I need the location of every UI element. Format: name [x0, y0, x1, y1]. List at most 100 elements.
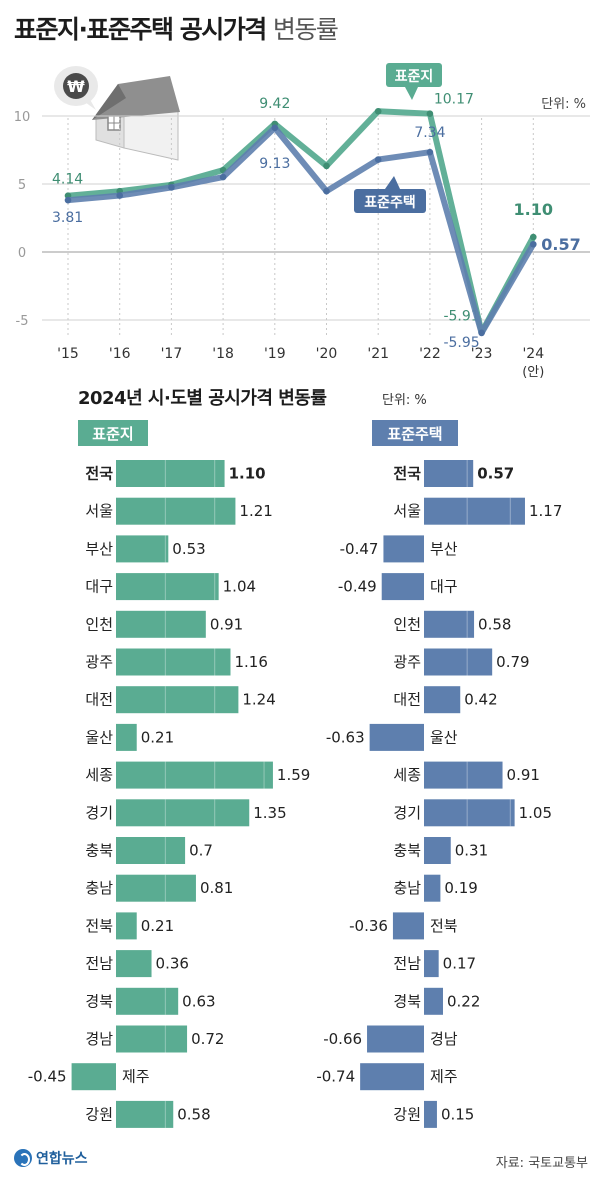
value-label: 0.21 — [141, 728, 174, 746]
bar-series-tag-bg — [78, 420, 148, 446]
category-label: 경북 — [393, 992, 421, 1010]
value-label: 0.91 — [210, 615, 243, 633]
bar-부산 — [383, 535, 424, 563]
won-bubble-tail — [82, 96, 96, 110]
category-label: 경북 — [85, 992, 113, 1010]
value-label: 0.15 — [441, 1105, 474, 1123]
category-label: 경남 — [85, 1030, 113, 1048]
data-point — [323, 162, 330, 170]
logo: 연합뉴스 — [14, 1148, 88, 1168]
data-label: 7.34 — [414, 125, 445, 141]
house-roof — [92, 76, 180, 120]
value-label: 0.7 — [189, 842, 213, 860]
x-tick-label: '17 — [161, 346, 183, 362]
value-label: 1.24 — [242, 691, 275, 709]
x-tick-label: '19 — [264, 346, 286, 362]
category-label: 울산 — [85, 728, 113, 746]
value-label: 0.72 — [191, 1030, 224, 1048]
value-label: 0.91 — [507, 766, 540, 784]
line-chart: ₩10 5 0 -5 단위: % '15 '16 '17 '18 '19 '20 '21 '22 '23 '… — [14, 63, 590, 380]
title-bold: 표준지·표준주택 공시가격 — [14, 15, 267, 44]
bar-경기 — [424, 799, 515, 827]
data-label: 3.81 — [52, 210, 83, 226]
bar-series-tag-bg — [372, 420, 458, 446]
bar-경북 — [424, 987, 443, 1015]
bar-전국 — [424, 460, 474, 487]
x-tick-label: '24 — [522, 346, 544, 362]
won-coin-icon — [63, 73, 89, 99]
bar-경남 — [367, 1025, 424, 1053]
category-label: 대구 — [85, 578, 113, 596]
data-label: -5.95 — [443, 335, 479, 351]
bar-광주 — [116, 648, 231, 676]
data-point — [374, 107, 382, 115]
bar-세종 — [424, 761, 503, 789]
data-point — [530, 240, 537, 248]
x-tick-label: '22 — [419, 346, 441, 362]
value-label: 0.31 — [455, 842, 488, 860]
value-label: 1.17 — [529, 502, 562, 520]
value-label: 0.36 — [156, 955, 189, 973]
bar-대구 — [381, 573, 424, 601]
data-point — [168, 184, 175, 191]
x-tick-label: '15 — [57, 346, 79, 362]
data-point — [426, 110, 434, 117]
y-tick-label: -5 — [16, 314, 29, 329]
bar-경북 — [116, 987, 179, 1015]
value-label: -0.47 — [340, 540, 379, 558]
bar-제주 — [71, 1063, 116, 1091]
bar-세종 — [116, 761, 273, 789]
category-label: 세종 — [393, 766, 421, 784]
legend-tag-bg — [386, 63, 442, 87]
value-label: -0.66 — [323, 1030, 362, 1048]
data-label: 9.42 — [259, 96, 290, 112]
value-label: 0.58 — [478, 615, 511, 633]
value-label: -0.49 — [338, 578, 377, 596]
bar-충북 — [116, 837, 186, 864]
bar-충남 — [116, 874, 196, 902]
bar-강원 — [424, 1100, 437, 1128]
y-tick-label: 10 — [14, 110, 31, 125]
category-label: 경기 — [85, 804, 113, 822]
data-label: 1.10 — [514, 200, 553, 219]
category-label: 서울 — [393, 502, 421, 520]
category-label: 경남 — [430, 1030, 458, 1048]
data-point — [116, 192, 123, 199]
data-point — [426, 148, 434, 156]
x-tick-label: '21 — [367, 346, 389, 362]
line-unit-label: 단위: % — [541, 97, 586, 112]
value-label: -0.63 — [326, 728, 365, 746]
category-label: 제주 — [430, 1068, 458, 1086]
bar-전북 — [116, 912, 137, 940]
bar-제주 — [360, 1063, 424, 1091]
yonhap-logo-icon — [14, 1149, 32, 1167]
bar-광주 — [424, 648, 493, 676]
bar-인천 — [116, 610, 206, 638]
category-label: 부산 — [430, 540, 458, 558]
category-label: 서울 — [85, 502, 113, 520]
value-label: 1.35 — [253, 804, 286, 822]
bar-unit-label: 단위: % — [382, 393, 427, 408]
value-label: 1.10 — [229, 465, 266, 483]
data-point — [374, 156, 382, 163]
value-label: 0.53 — [172, 540, 205, 558]
bar-대전 — [116, 686, 239, 714]
value-label: 0.21 — [141, 917, 174, 935]
series-line-표준지 — [65, 108, 537, 336]
bar-전남 — [116, 950, 152, 978]
bar-인천 — [424, 610, 475, 638]
x-tick-label: '16 — [109, 346, 131, 362]
category-label: 충남 — [85, 879, 113, 897]
category-label: 강원 — [393, 1105, 421, 1123]
bar-section-title: 2024년 시·도별 공시가격 변동률 — [78, 388, 326, 409]
logo-text: 연합뉴스 — [36, 1151, 88, 1167]
legend-tag-text: 표준주택 — [364, 194, 416, 211]
legend-tag-bg — [354, 189, 426, 213]
x-tick-label: '18 — [212, 346, 234, 362]
value-label: 0.17 — [443, 955, 476, 973]
legend-tag-pointer — [405, 87, 418, 100]
bar-series-tag: 표준지 — [92, 425, 133, 443]
category-label: 전북 — [430, 917, 458, 935]
x-tick-label: '20 — [316, 346, 338, 362]
category-label: 전북 — [85, 917, 113, 935]
